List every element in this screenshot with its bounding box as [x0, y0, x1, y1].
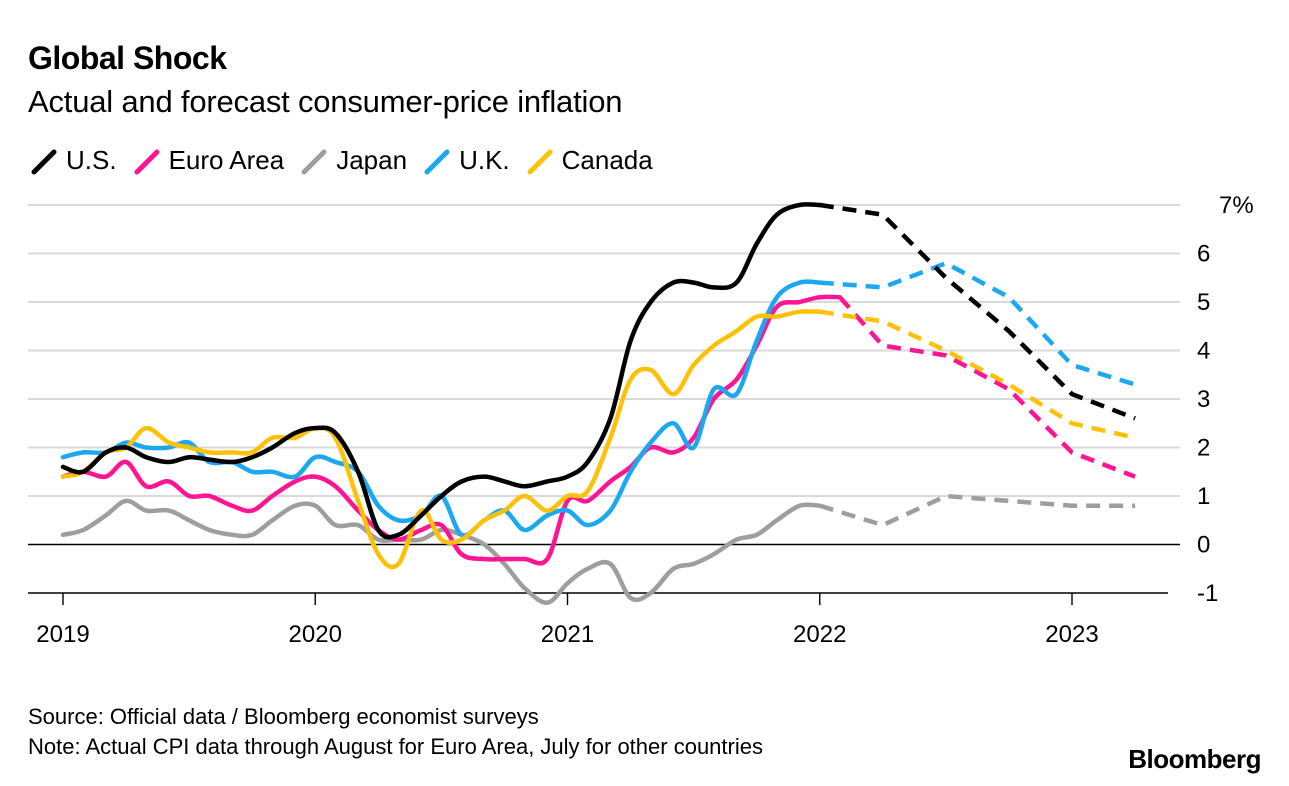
series-euro-area-forecast [838, 295, 1136, 479]
series-japan-forecast [819, 493, 1136, 528]
legend-swatch-canada [527, 149, 553, 174]
series-japan-actual [60, 498, 823, 605]
legend-label: U.K. [459, 145, 510, 175]
series-euro-area-actual [60, 294, 843, 566]
legend-item-u-s: U.S. [30, 145, 117, 176]
legend-item-canada: Canada [526, 145, 653, 176]
legend-label: U.S. [66, 145, 117, 175]
y-tick-label: 4 [1197, 338, 1210, 365]
x-tick-label: 2023 [1045, 621, 1098, 648]
chart-subtitle: Actual and forecast consumer-price infla… [28, 84, 623, 119]
legend-label: Euro Area [168, 145, 285, 175]
y-tick-label: 1 [1197, 483, 1210, 510]
x-tick-label: 2022 [793, 621, 846, 648]
legend: U.S. Euro Area Japan U.K. Canada [30, 145, 669, 176]
legend-swatch-u-k [424, 149, 450, 174]
y-tick-label: 6 [1197, 241, 1210, 268]
y-tick-label: -1 [1197, 580, 1218, 607]
chart-title: Global Shock [28, 40, 227, 76]
legend-item-japan: Japan [300, 145, 407, 176]
y-tick-label: 0 [1197, 532, 1210, 559]
legend-label: Japan [336, 145, 408, 175]
x-tick-label: 2021 [541, 621, 594, 648]
y-tick-label: 7% [1219, 192, 1254, 219]
x-tick-label: 2020 [289, 621, 342, 648]
series-canada-actual [60, 309, 823, 570]
legend-label: Canada [561, 145, 653, 175]
legend-item-u-k: U.K. [423, 145, 510, 176]
series-u-s-forecast [819, 202, 1136, 421]
bloomberg-logo: Bloomberg [1128, 744, 1261, 774]
legend-swatch-u-s [31, 149, 57, 174]
series-u-s-actual [60, 202, 823, 540]
legend-swatch-japan [301, 149, 327, 174]
legend-swatch-euro-area [134, 149, 160, 174]
y-tick-label: 5 [1197, 289, 1210, 316]
legend-item-euro-area: Euro Area [133, 145, 285, 176]
source-note: Source: Official data / Bloomberg econom… [28, 704, 539, 729]
x-tick-label: 2019 [36, 621, 89, 648]
data-note: Note: Actual CPI data through August for… [28, 734, 763, 759]
y-tick-label: 2 [1197, 435, 1210, 462]
y-tick-label: 3 [1197, 386, 1210, 413]
series-u-k-forecast [819, 260, 1136, 387]
series-canada-forecast [819, 309, 1136, 440]
